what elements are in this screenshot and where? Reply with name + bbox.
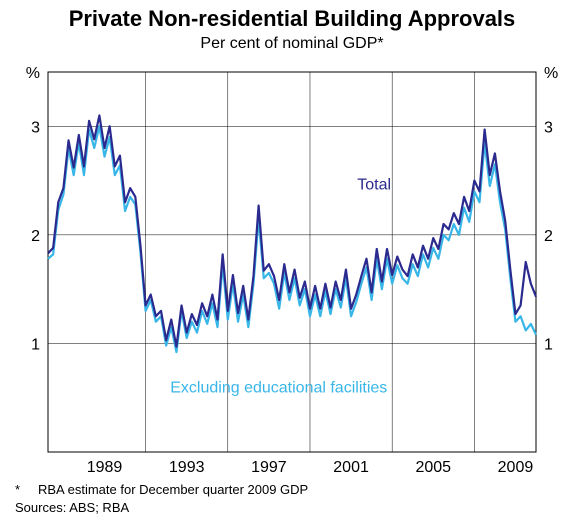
y-tick-label-right: 3	[544, 119, 553, 136]
y-tick-label-left: 1	[31, 336, 40, 353]
x-tick-label: 2001	[333, 459, 369, 476]
y-unit-left: %	[26, 65, 40, 82]
chart-subtitle: Per cent of nominal GDP*	[200, 35, 383, 52]
y-tick-label-right: 1	[544, 336, 553, 353]
x-tick-label: 2005	[415, 459, 451, 476]
footnote-marker: *	[15, 482, 20, 497]
x-tick-label: 2009	[498, 459, 534, 476]
sources-text: Sources: ABS; RBA	[15, 500, 129, 515]
y-tick-label-left: 2	[31, 228, 40, 245]
series-label: Total	[357, 176, 391, 193]
chart-container: Private Non-residential Building Approva…	[0, 0, 584, 525]
y-unit-right: %	[544, 65, 558, 82]
series-line	[48, 115, 536, 346]
series-label: Excluding educational facilities	[170, 379, 387, 396]
x-tick-label: 1993	[169, 459, 205, 476]
x-tick-label: 1997	[251, 459, 287, 476]
line-chart: Private Non-residential Building Approva…	[0, 0, 584, 525]
y-tick-label-left: 3	[31, 119, 40, 136]
chart-title: Private Non-residential Building Approva…	[69, 6, 516, 31]
x-tick-label: 1989	[87, 459, 123, 476]
y-tick-label-right: 2	[544, 228, 553, 245]
footnote-text: RBA estimate for December quarter 2009 G…	[38, 482, 308, 497]
